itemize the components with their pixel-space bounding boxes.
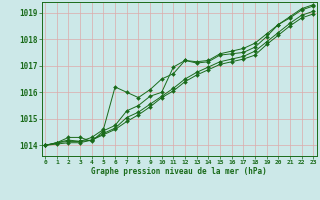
X-axis label: Graphe pression niveau de la mer (hPa): Graphe pression niveau de la mer (hPa) — [91, 167, 267, 176]
